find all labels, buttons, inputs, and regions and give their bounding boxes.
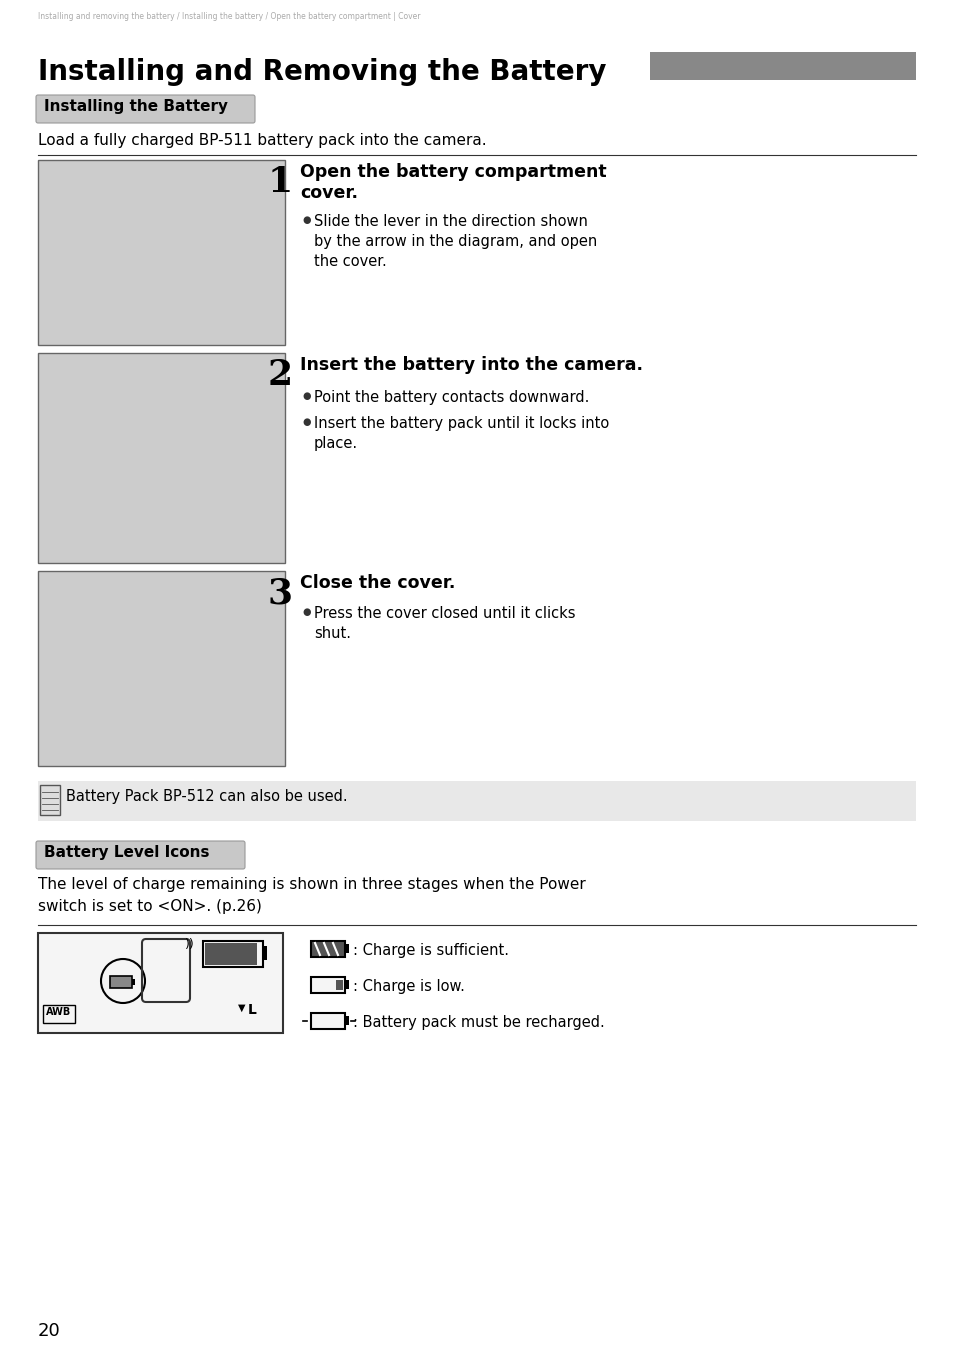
Bar (263, 946, 267, 960)
Text: 3: 3 (268, 576, 293, 610)
Bar (43, 1005, 75, 1023)
Text: 20: 20 (38, 1322, 61, 1340)
Bar (38, 571, 285, 766)
Bar (345, 979, 349, 989)
Bar (335, 979, 343, 990)
Text: 1: 1 (268, 165, 293, 200)
Bar (205, 943, 256, 965)
Text: : Charge is sufficient.: : Charge is sufficient. (353, 943, 509, 958)
Text: ●: ● (302, 391, 310, 401)
Text: Slide the lever in the direction shown
by the arrow in the diagram, and open
the: Slide the lever in the direction shown b… (314, 214, 597, 268)
Text: Press the cover closed until it clicks
shut.: Press the cover closed until it clicks s… (314, 606, 575, 641)
Text: Close the cover.: Close the cover. (299, 575, 455, 592)
Bar (38, 934, 283, 1033)
Text: Open the battery compartment
cover.: Open the battery compartment cover. (299, 163, 606, 202)
FancyBboxPatch shape (36, 94, 254, 123)
Text: Point the battery contacts downward.: Point the battery contacts downward. (314, 390, 589, 405)
Text: : Battery pack must be recharged.: : Battery pack must be recharged. (353, 1014, 604, 1031)
Text: Insert the battery pack until it locks into
place.: Insert the battery pack until it locks i… (314, 415, 609, 451)
FancyBboxPatch shape (36, 840, 245, 869)
Text: The level of charge remaining is shown in three stages when the Power: The level of charge remaining is shown i… (38, 877, 585, 892)
Bar (649, 53, 915, 80)
Bar (38, 161, 285, 345)
Text: Battery Level Icons: Battery Level Icons (44, 844, 210, 861)
Text: Installing the Battery: Installing the Battery (44, 98, 228, 115)
Text: Insert the battery into the camera.: Insert the battery into the camera. (299, 356, 642, 374)
Bar (345, 1016, 349, 1025)
Text: AWB: AWB (47, 1006, 71, 1017)
Text: : Charge is low.: : Charge is low. (353, 979, 464, 994)
Text: switch is set to <ON>. (p.26): switch is set to <ON>. (p.26) (38, 898, 262, 915)
Text: ●: ● (302, 214, 310, 225)
Bar (203, 942, 263, 967)
Bar (311, 942, 345, 956)
Bar (345, 944, 349, 952)
Bar (40, 785, 60, 815)
Bar (110, 975, 132, 987)
Bar (311, 977, 345, 993)
Text: )): )) (185, 938, 194, 951)
Text: 2: 2 (268, 357, 293, 393)
Bar (311, 1013, 345, 1029)
Text: ●: ● (302, 607, 310, 616)
Bar (38, 781, 915, 822)
Text: L: L (248, 1004, 256, 1017)
Text: Battery Pack BP-512 can also be used.: Battery Pack BP-512 can also be used. (66, 789, 347, 804)
Text: Load a fully charged BP-511 battery pack into the camera.: Load a fully charged BP-511 battery pack… (38, 134, 486, 148)
Text: ●: ● (302, 417, 310, 428)
Text: ▼: ▼ (237, 1004, 245, 1013)
Bar (38, 353, 285, 563)
Text: Installing and Removing the Battery: Installing and Removing the Battery (38, 58, 606, 86)
Text: Installing and removing the battery / Installing the battery / Open the battery : Installing and removing the battery / In… (38, 12, 420, 22)
Bar (132, 979, 135, 985)
